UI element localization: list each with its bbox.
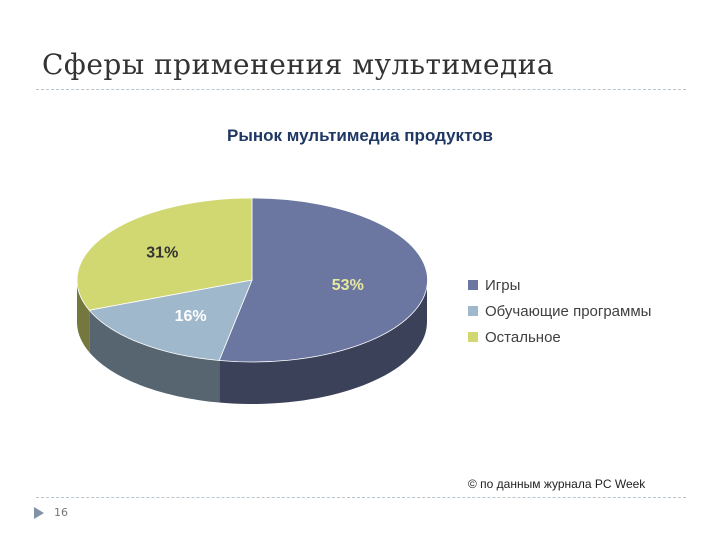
source-note: © по данным журнала PC Week <box>468 477 646 491</box>
legend-item-games: Игры <box>468 272 651 298</box>
chart-title: Рынок мультимедиа продуктов <box>226 126 493 145</box>
legend-label-other: Остальное <box>485 328 561 346</box>
title-divider <box>36 89 686 90</box>
legend-item-education: Обучающие программы <box>468 298 651 324</box>
pie-slice-games <box>218 197 428 363</box>
slide-title: Сферы применения мультимедиа <box>42 48 555 81</box>
legend-item-other: Остальное <box>468 324 651 350</box>
slide-arrow-icon <box>34 507 44 519</box>
legend-label-education: Обучающие программы <box>485 302 652 320</box>
footer-divider <box>36 497 686 498</box>
chart-legend: Игры Обучающие программы Остальное <box>468 272 651 350</box>
slide-number: 16 <box>54 506 68 519</box>
legend-swatch-other <box>468 332 478 342</box>
legend-swatch-education <box>468 306 478 316</box>
data-label-games: 53% <box>332 277 364 294</box>
pie-side-education <box>89 310 220 403</box>
legend-swatch-games <box>468 280 478 290</box>
pie-slice-education <box>88 279 253 361</box>
pie-side-games <box>219 280 427 404</box>
data-label-other: 31% <box>146 244 178 261</box>
pie-side-other <box>77 280 90 353</box>
data-label-education: 16% <box>175 308 207 325</box>
legend-label-games: Игры <box>485 276 521 294</box>
pie-slice-other <box>76 197 253 311</box>
